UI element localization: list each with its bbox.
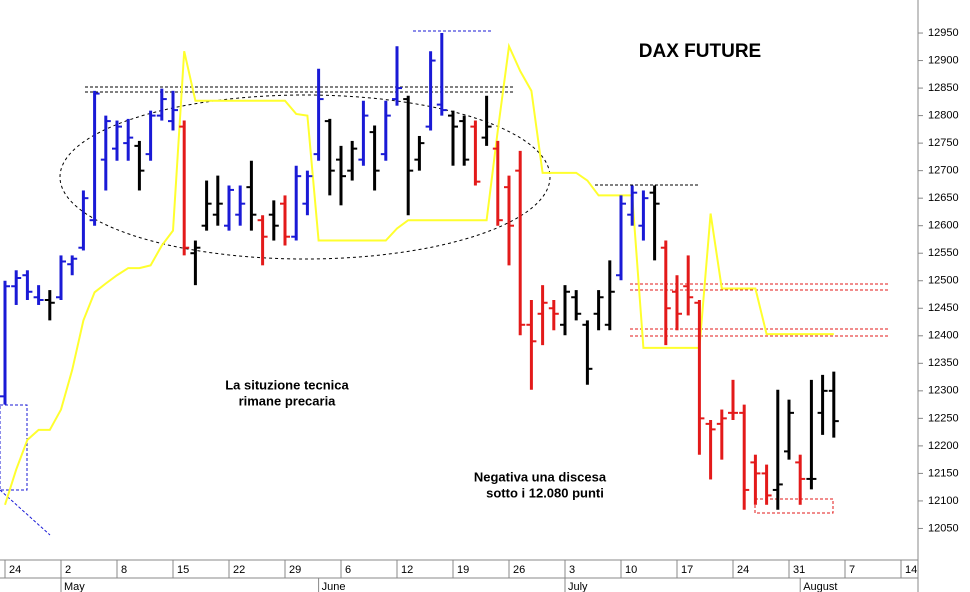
x-tick-label: 15 xyxy=(177,564,189,576)
x-tick-label: 10 xyxy=(625,564,637,576)
x-tick-label: 24 xyxy=(9,564,21,576)
x-tick-label: 8 xyxy=(121,564,127,576)
chart-title: DAX FUTURE xyxy=(639,41,761,62)
month-label: August xyxy=(803,581,837,592)
y-tick-label: 12700 xyxy=(928,165,959,177)
annotation: sotto i 12.080 punti xyxy=(486,485,604,500)
x-tick-label: 26 xyxy=(513,564,525,576)
month-label: May xyxy=(64,581,85,592)
y-tick-label: 12500 xyxy=(928,275,959,287)
annotations: La situzione tecnica rimane precaria Neg… xyxy=(225,377,607,500)
x-tick-label: 12 xyxy=(401,564,413,576)
x-tick-label: 3 xyxy=(569,564,575,576)
y-tick-label: 12550 xyxy=(928,247,959,259)
y-tick-label: 12150 xyxy=(928,467,959,479)
y-tick-label: 12200 xyxy=(928,440,959,452)
box-annotation xyxy=(754,498,834,514)
y-tick-label: 12750 xyxy=(928,137,959,149)
x-tick-label: 31 xyxy=(793,564,805,576)
x-tick-label: 7 xyxy=(849,564,855,576)
month-label: June xyxy=(322,581,346,592)
annotation: Negativa una discesa xyxy=(474,469,607,484)
y-tick-label: 12300 xyxy=(928,385,959,397)
annotation: rimane precaria xyxy=(239,393,337,408)
y-tick-label: 12600 xyxy=(928,220,959,232)
y-tick-label: 12450 xyxy=(928,302,959,314)
level-lines xyxy=(0,30,890,536)
y-tick-label: 12650 xyxy=(928,192,959,204)
y-tick-label: 12350 xyxy=(928,357,959,369)
y-tick-label: 12100 xyxy=(928,495,959,507)
x-tick-label: 6 xyxy=(345,564,351,576)
y-tick-label: 12850 xyxy=(928,82,959,94)
box-annotation xyxy=(0,404,28,491)
x-tick-label: 17 xyxy=(681,564,693,576)
y-tick-label: 12950 xyxy=(928,27,959,39)
y-tick-label: 12900 xyxy=(928,54,959,66)
x-tick-label: 19 xyxy=(457,564,469,576)
x-tick-label: 24 xyxy=(737,564,749,576)
ellipse-annotation xyxy=(59,94,551,260)
x-tick-label: 22 xyxy=(233,564,245,576)
y-tick-label: 12250 xyxy=(928,412,959,424)
y-tick-label: 12400 xyxy=(928,330,959,342)
x-tick-label: 14 xyxy=(905,564,917,576)
x-tick-label: 2 xyxy=(65,564,71,576)
y-tick-label: 12800 xyxy=(928,110,959,122)
indicator-line xyxy=(4,42,834,506)
x-tick-label: 29 xyxy=(289,564,301,576)
y-tick-label: 12050 xyxy=(928,522,959,534)
annotation: La situzione tecnica xyxy=(225,377,349,392)
month-label: July xyxy=(568,581,588,592)
